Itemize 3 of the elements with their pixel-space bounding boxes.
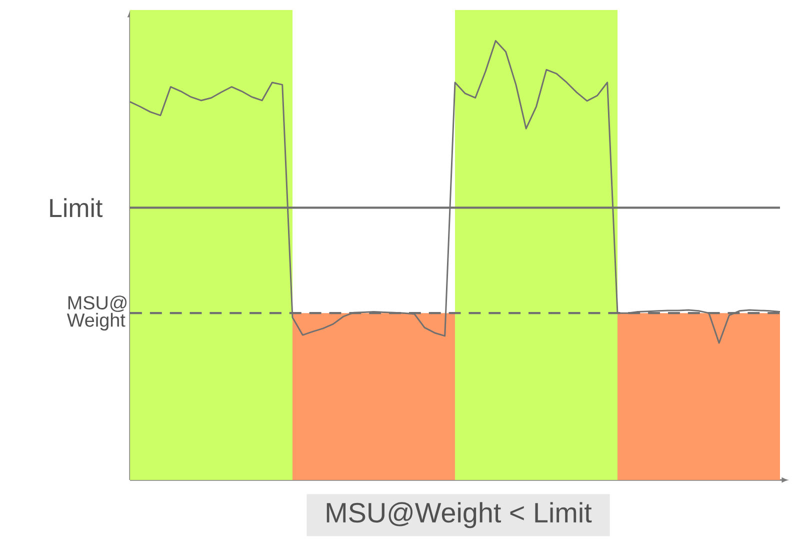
text: MSU@Weight < Limit — [326, 502, 592, 528]
ref-line-label: MSU@ Weight — [66, 296, 127, 331]
ref-line-label: Limit — [50, 198, 103, 218]
